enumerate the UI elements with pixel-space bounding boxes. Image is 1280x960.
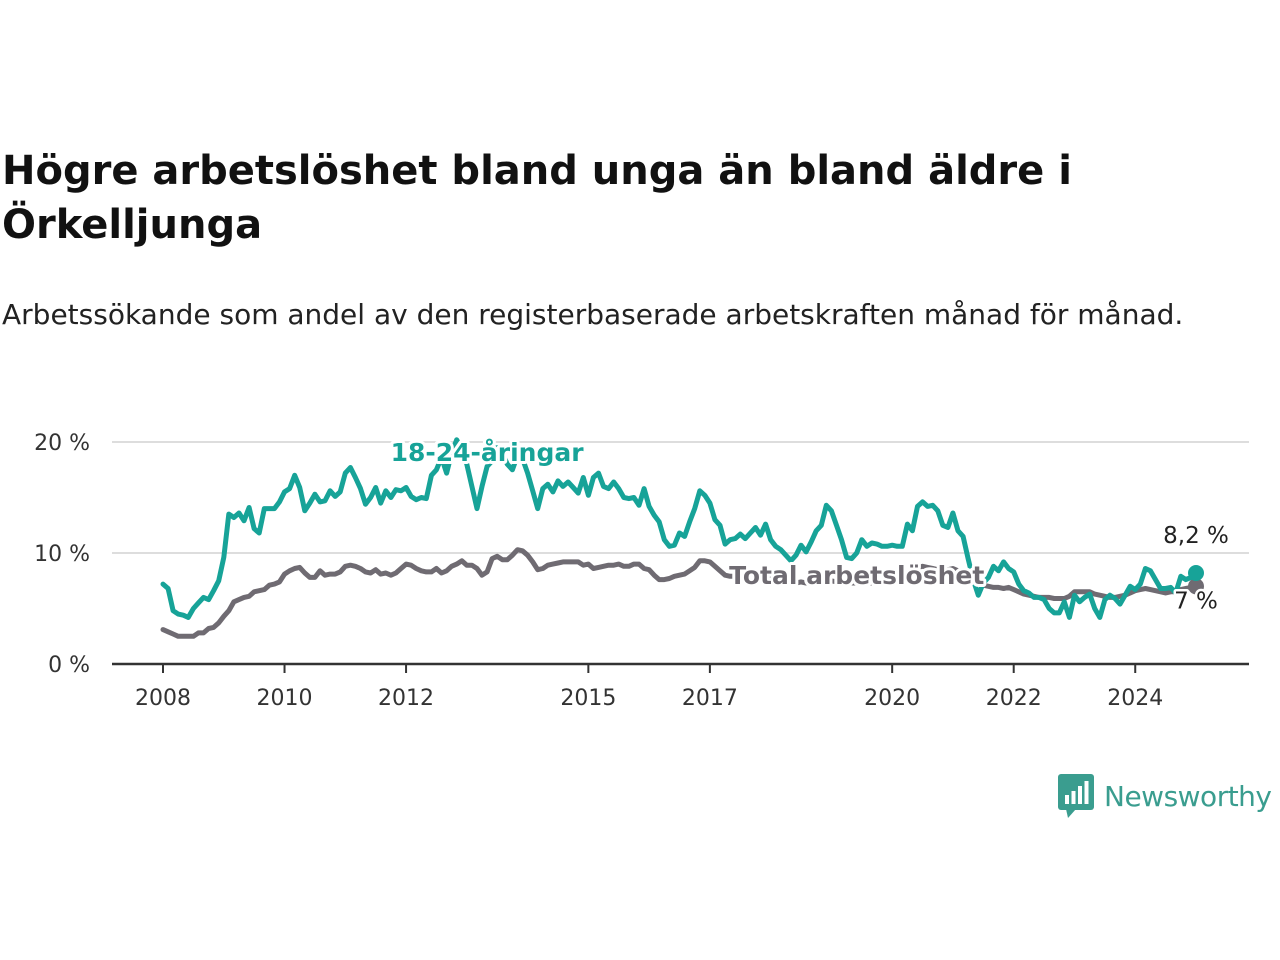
x-axis-ticks: 2008 2010 2012 2015 2017 2020 2022 2024: [135, 664, 1163, 711]
x-tick-label: 2024: [1107, 686, 1163, 711]
series-end-label: 8,2 %: [1163, 523, 1229, 549]
x-tick-label: 2012: [378, 686, 434, 711]
series-name-label: Total arbetslöshet: [729, 561, 984, 590]
brand-name: Newsworthy: [1104, 779, 1272, 813]
x-tick-label: 2020: [864, 686, 920, 711]
y-tick-label: 20 %: [34, 431, 90, 456]
x-tick-label: 2022: [986, 686, 1042, 711]
y-axis-ticks: 0 % 10 % 20 %: [34, 431, 90, 678]
x-tick-label: 2017: [682, 686, 738, 711]
y-tick-label: 0 %: [48, 653, 90, 678]
x-tick-label: 2015: [560, 686, 616, 711]
series-labels: 18-24-åringar Total arbetslöshet 8,2 % 7 %: [388, 435, 1232, 617]
series-end-marker-0: [1188, 564, 1204, 581]
series-name-label: 18-24-åringar: [391, 438, 585, 467]
series-line-0: [160, 437, 1199, 620]
newsworthy-brand: Newsworthy: [1058, 774, 1272, 818]
x-tick-label: 2010: [257, 686, 313, 711]
series-end-label: 7 %: [1174, 589, 1218, 615]
newsworthy-logo-icon: [1058, 774, 1094, 818]
line-chart: 0 % 10 % 20 % 2008 2010 2012 2015 2017 2020 2022…: [34, 431, 1249, 711]
series-end-marker-1: [1188, 578, 1204, 595]
chart-title: Högre arbetslöshet bland unga än bland ä…: [2, 148, 1072, 248]
series-lines: [160, 437, 1204, 639]
chart-subtitle: Arbetssökande som andel av den registerb…: [2, 298, 1184, 331]
x-tick-label: 2008: [135, 686, 191, 711]
gridlines: [112, 441, 1249, 554]
series-line-1: [160, 547, 1199, 639]
y-tick-label: 10 %: [34, 542, 90, 567]
